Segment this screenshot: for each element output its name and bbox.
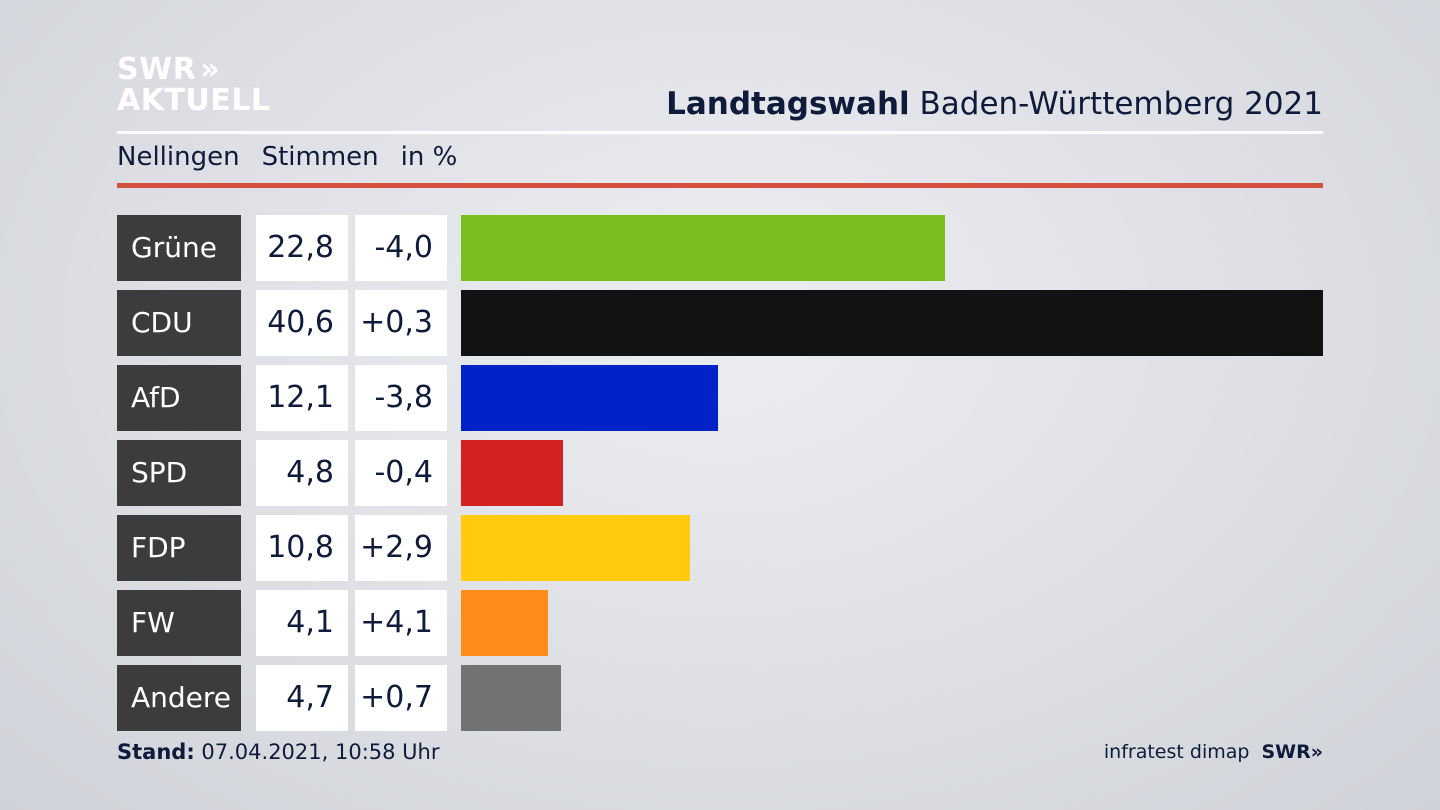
vote-share-label: 40,6 [256,290,348,356]
swr-small-logo: SWR» [1261,741,1323,763]
title-rest: Baden-Württemberg 2021 [909,86,1324,122]
result-bar [461,440,563,506]
result-bar [461,590,548,656]
swr-small-arrows-icon: » [1310,741,1323,763]
logo-aktuell-text: AKTUELL [117,83,271,118]
vote-share-label: 4,1 [256,590,348,656]
stand-value: 07.04.2021, 10:58 Uhr [194,740,440,764]
timestamp: Stand: 07.04.2021, 10:58 Uhr [117,740,440,764]
party-label: SPD [117,440,241,506]
result-bar [461,665,561,731]
accent-divider [117,183,1323,188]
change-label: -0,4 [355,440,447,506]
title-bold: Landtagswahl [666,86,910,122]
change-label: +4,1 [355,590,447,656]
vote-share-label: 4,8 [256,440,348,506]
party-label: AfD [117,365,241,431]
swr-aktuell-logo: SWR» AKTUELL [117,54,271,116]
subtitle: Nellingen Stimmen in % [117,142,457,172]
party-label: FW [117,590,241,656]
vote-share-label: 4,7 [256,665,348,731]
vote-share-label: 12,1 [256,365,348,431]
result-bar [461,365,718,431]
header-divider [117,131,1323,134]
source-name: infratest dimap [1103,741,1250,763]
vote-share-label: 10,8 [256,515,348,581]
logo-arrows-icon: » [200,52,221,87]
subtitle-metric: Stimmen [261,142,379,172]
result-bar [461,215,945,281]
logo-swr-text: SWR [117,52,197,87]
party-label: CDU [117,290,241,356]
result-bar [461,515,690,581]
change-label: +0,7 [355,665,447,731]
change-label: +2,9 [355,515,447,581]
swr-small-text: SWR [1261,741,1311,763]
subtitle-place: Nellingen [117,142,240,172]
change-label: -3,8 [355,365,447,431]
page-title: Landtagswahl Baden-Württemberg 2021 [666,86,1323,122]
party-label: Grüne [117,215,241,281]
party-label: FDP [117,515,241,581]
change-label: +0,3 [355,290,447,356]
source-credit: infratest dimap SWR» [1104,741,1323,763]
change-label: -4,0 [355,215,447,281]
party-label: Andere [117,665,241,731]
result-bar [461,290,1323,356]
subtitle-unit: in % [400,142,458,172]
stand-label: Stand: [117,740,195,764]
vote-share-label: 22,8 [256,215,348,281]
